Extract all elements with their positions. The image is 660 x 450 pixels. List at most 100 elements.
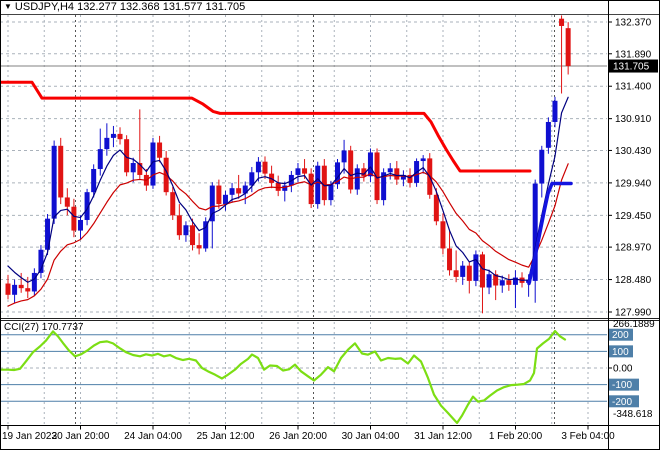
candle-body — [31, 272, 37, 292]
price-axis-label: 132.370 — [615, 18, 652, 29]
cci-axis-label: -100 — [612, 380, 632, 391]
time-axis-label: 26 Jan 20:00 — [269, 431, 327, 442]
candle-body — [255, 161, 261, 173]
cci-panel — [1, 322, 607, 424]
candle-body — [170, 192, 176, 216]
price-axis-label: 130.430 — [615, 146, 652, 157]
candle-body — [460, 265, 466, 277]
candle-body — [559, 18, 565, 26]
cci-axis-label: -200 — [612, 397, 632, 408]
candle-body — [308, 173, 314, 205]
ma-slow-line — [7, 163, 569, 307]
candle-body — [12, 284, 18, 295]
candle-body — [539, 149, 545, 184]
candle-body — [18, 284, 24, 289]
candle-body — [196, 245, 202, 249]
candle-body — [315, 165, 321, 205]
candle-body — [381, 172, 387, 201]
cci-axis-label: 266.1889 — [613, 319, 655, 330]
candle-body — [367, 152, 373, 177]
candle-body — [466, 265, 472, 281]
candle-body — [38, 249, 44, 273]
candle-body — [400, 174, 406, 180]
candle-body — [512, 277, 518, 285]
candle-body — [506, 280, 512, 285]
candle-body — [110, 133, 116, 138]
candle-body — [493, 274, 499, 286]
cci-indicator-line — [1, 329, 567, 424]
cci-axis-label: -348.618 — [613, 409, 653, 420]
candle-body — [150, 142, 156, 186]
candle-body — [77, 219, 83, 231]
candle-body — [532, 183, 538, 281]
candle-body — [453, 270, 459, 277]
cci-level-badge — [609, 328, 633, 341]
candle-body — [249, 172, 255, 186]
candle-body — [190, 225, 196, 246]
price-axis-label: 127.990 — [615, 307, 652, 318]
candle-body — [157, 142, 163, 158]
price-axis-label: 131.400 — [615, 82, 652, 93]
ma-fast-line — [7, 96, 569, 283]
candle-body — [262, 161, 268, 174]
candle-body — [545, 121, 551, 148]
candle-body — [275, 182, 281, 191]
current-price-badge — [609, 59, 658, 73]
cci-axis-label: 200 — [612, 330, 629, 341]
candle-body — [302, 168, 308, 174]
candle-body — [183, 225, 189, 236]
trail-stop-down-line — [1, 80, 532, 173]
candle-body — [335, 162, 340, 185]
candle-body — [209, 185, 215, 222]
candle-body — [440, 221, 446, 249]
candle-body — [117, 133, 123, 140]
price-axis-label: 129.450 — [615, 211, 652, 222]
candle-body — [130, 163, 136, 173]
candle-body — [341, 150, 347, 163]
candle-body — [229, 188, 235, 195]
candle-body — [282, 185, 288, 191]
candle-body — [565, 28, 571, 67]
candle-body — [242, 185, 248, 194]
cci-axis-label: 100 — [612, 347, 629, 358]
price-panel — [1, 15, 607, 317]
candle-body — [97, 149, 103, 169]
price-axis-label: 129.940 — [615, 178, 652, 189]
candle-body — [222, 194, 228, 205]
candle-body — [203, 221, 209, 249]
candle-body — [25, 288, 31, 292]
cci-level-badge — [609, 345, 633, 358]
candle-body — [91, 168, 97, 193]
candle-body — [137, 163, 143, 175]
candle-body — [552, 100, 558, 122]
candle-body — [486, 274, 492, 288]
cci-level-badge — [609, 378, 639, 391]
time-axis-label: 24 Jan 04:00 — [124, 431, 182, 442]
candle-body — [473, 254, 479, 281]
cci-level-badge — [609, 395, 639, 408]
candle-body — [387, 168, 393, 173]
time-axis-label: 25 Jan 12:00 — [197, 431, 255, 442]
candle-body — [45, 218, 51, 250]
candle-body — [348, 150, 354, 190]
candle-body — [51, 145, 57, 219]
cci-axis-label: 0.00 — [613, 364, 633, 375]
trail-stop-up-line — [527, 181, 573, 286]
candle-body — [328, 184, 334, 201]
candle-body — [5, 283, 11, 295]
candle-body — [354, 168, 360, 190]
candle-body — [84, 192, 90, 220]
candle-body — [394, 168, 400, 180]
candle-body — [71, 206, 77, 231]
candle-body — [236, 188, 242, 194]
candle-body — [58, 145, 64, 198]
time-axis-label: 19 Jan 2023 — [2, 431, 57, 442]
candle-body — [479, 254, 485, 288]
candle-body — [499, 280, 505, 286]
price-axis-label: 128.480 — [615, 275, 652, 286]
candle-body — [295, 168, 301, 175]
candle-body — [433, 194, 439, 222]
time-axis-label: 3 Feb 04:00 — [561, 431, 615, 442]
